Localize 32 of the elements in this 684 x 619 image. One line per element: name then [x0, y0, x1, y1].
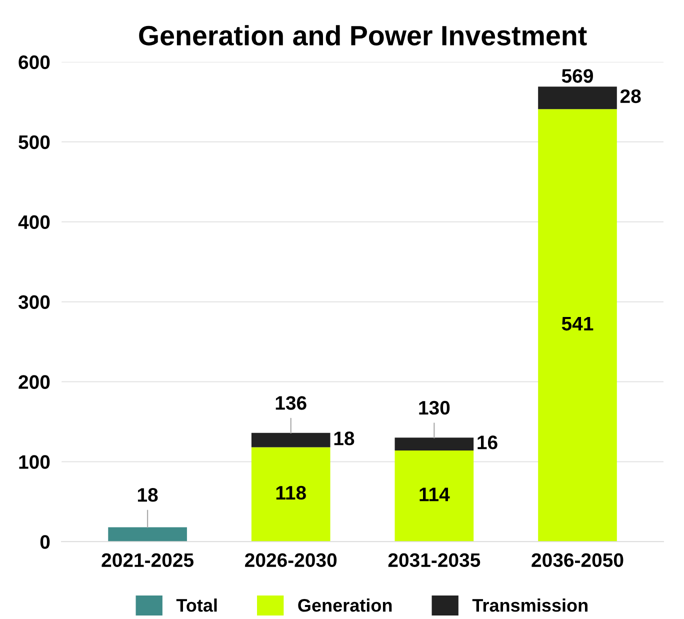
- bar: [251, 447, 330, 542]
- data-label: 16: [478, 436, 498, 450]
- data-label: 118: [276, 486, 306, 500]
- y-tick-label: 0: [40, 535, 50, 549]
- total-label: 569: [562, 69, 593, 83]
- y-tick-label: 500: [18, 135, 50, 150]
- data-label: 28: [620, 89, 641, 104]
- y-tick-label: 600: [18, 55, 50, 70]
- total-label: 136: [276, 396, 306, 410]
- chart-title: Generation and Power Investment: [139, 25, 587, 46]
- data-label: 541: [562, 317, 594, 331]
- bar: [538, 109, 617, 542]
- bar: [538, 86, 617, 110]
- y-tick-label: 200: [18, 375, 50, 389]
- data-label: 18: [334, 432, 354, 446]
- data-label: 18: [138, 488, 158, 502]
- legend-label: Total: [176, 598, 217, 612]
- total-label: 130: [419, 400, 450, 415]
- y-tick-label: 100: [19, 455, 50, 469]
- x-tick-label: 2021-2025: [102, 553, 194, 568]
- bar: [251, 432, 330, 448]
- data-label: 114: [420, 488, 450, 502]
- legend-label: Generation: [298, 598, 392, 612]
- y-tick-label: 300: [18, 295, 50, 310]
- y-tick-label: 400: [18, 215, 50, 230]
- bar: [394, 438, 474, 450]
- x-tick-label: 2036-2050: [532, 553, 624, 568]
- bar: [108, 527, 187, 542]
- x-tick-label: 2031-2035: [388, 553, 480, 568]
- x-tick-label: 2026-2030: [245, 553, 337, 568]
- bar: [394, 450, 474, 542]
- legend-label: Transmission: [472, 598, 588, 612]
